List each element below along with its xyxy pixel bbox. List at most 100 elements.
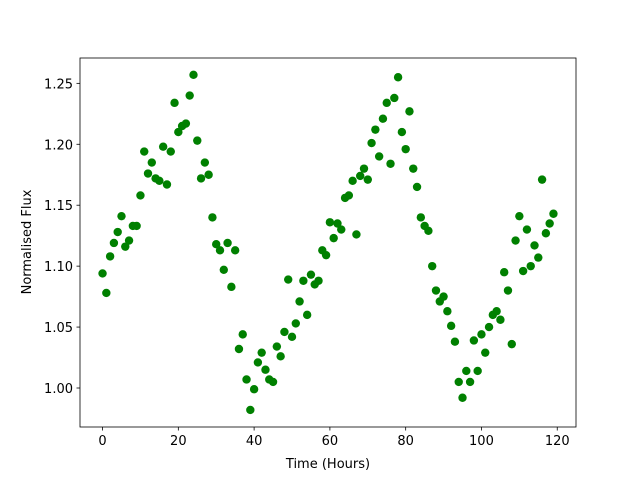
point (515, 211, 524, 221)
point (147, 158, 157, 167)
point (397, 127, 407, 137)
y-tick-label: 1.10 (44, 260, 73, 275)
point (371, 125, 380, 134)
point (117, 211, 126, 221)
point (170, 98, 179, 108)
point (98, 269, 107, 278)
point (284, 275, 293, 284)
y-tick-label: 1.20 (44, 138, 73, 153)
plot-frame (79, 57, 577, 428)
point (469, 336, 479, 345)
point (329, 233, 338, 243)
point (431, 286, 441, 295)
point (499, 268, 509, 277)
x-tick-label: 120 (545, 434, 570, 449)
x-tick-label: 80 (397, 434, 414, 449)
point (102, 288, 111, 298)
point (428, 261, 437, 271)
point (545, 219, 554, 228)
point (462, 366, 471, 376)
point (352, 230, 361, 239)
point (363, 175, 372, 184)
point (465, 377, 475, 387)
point (208, 213, 217, 222)
point (246, 405, 255, 415)
point (242, 375, 251, 384)
point (549, 209, 558, 218)
y-axis-label: Normalised Flux (20, 189, 35, 294)
point (234, 344, 244, 354)
point (477, 330, 486, 339)
point (443, 307, 452, 316)
point (158, 142, 168, 151)
point (306, 270, 316, 279)
point (105, 252, 115, 261)
point (204, 170, 213, 179)
point (541, 229, 551, 238)
point (238, 330, 247, 339)
point (276, 352, 285, 361)
point (249, 385, 259, 394)
point (481, 348, 490, 357)
point (321, 250, 331, 260)
point (268, 377, 278, 387)
point (484, 322, 494, 332)
point (412, 182, 422, 192)
point (174, 127, 183, 137)
point (253, 358, 263, 367)
point (113, 227, 122, 237)
point (424, 226, 433, 236)
point (511, 236, 520, 245)
point (518, 266, 528, 276)
point (374, 152, 384, 161)
point (401, 144, 410, 154)
x-tick-label: 40 (246, 434, 263, 449)
point (405, 107, 414, 116)
point (227, 282, 236, 292)
point (223, 238, 232, 248)
point (390, 93, 399, 103)
point (526, 261, 535, 271)
y-tick-label: 1.25 (44, 77, 73, 92)
point (537, 175, 547, 184)
point (473, 366, 482, 376)
x-tick-label: 100 (469, 434, 494, 449)
point (507, 339, 516, 349)
point (337, 225, 346, 234)
x-tick-label: 20 (170, 434, 187, 449)
point (378, 114, 388, 123)
point (333, 219, 342, 228)
y-tick-label: 1.00 (44, 382, 73, 397)
point (302, 310, 312, 320)
point (344, 191, 354, 200)
point (534, 253, 543, 262)
point (503, 286, 513, 295)
point (386, 159, 395, 168)
point (132, 221, 141, 231)
point (219, 265, 228, 274)
point (382, 98, 391, 108)
point (522, 225, 532, 234)
y-tick-label: 1.15 (44, 199, 73, 214)
point (109, 238, 119, 248)
point (325, 218, 335, 227)
x-axis-label: Time (Hours) (285, 457, 370, 472)
point (291, 319, 300, 328)
point (257, 348, 266, 357)
point (166, 147, 175, 156)
point (458, 393, 467, 402)
point (450, 337, 460, 346)
point (348, 176, 357, 186)
point (143, 169, 153, 178)
point (230, 246, 240, 255)
point (181, 119, 191, 128)
point (492, 307, 501, 316)
point (155, 176, 164, 186)
point (196, 174, 206, 183)
point (409, 164, 418, 173)
point (140, 147, 149, 156)
point (212, 240, 221, 249)
point (393, 73, 403, 82)
point (136, 191, 145, 200)
